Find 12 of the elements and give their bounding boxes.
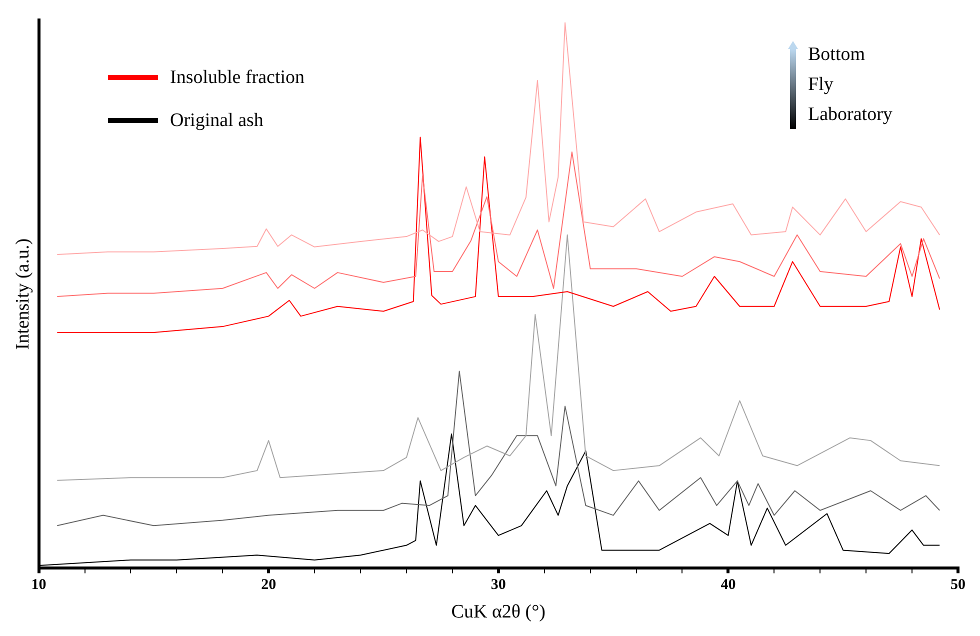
x-tick-label: 10: [31, 577, 46, 594]
x-tick-label: 30: [490, 577, 506, 594]
x-tick-label: 50: [950, 577, 966, 594]
annotation: Bottom: [808, 43, 866, 67]
x-axis-title: CuK α2θ (°): [451, 602, 546, 623]
annotation: Laboratory: [808, 103, 892, 127]
legend-label: Original ash: [170, 110, 264, 132]
x-tick-label: 20: [261, 577, 276, 594]
x-tick-label: 40: [720, 577, 736, 594]
annotation: Fly: [808, 73, 834, 97]
y-axis-title: Intensity (a.u.): [12, 238, 34, 350]
legend-label: Insoluble fraction: [170, 66, 305, 88]
